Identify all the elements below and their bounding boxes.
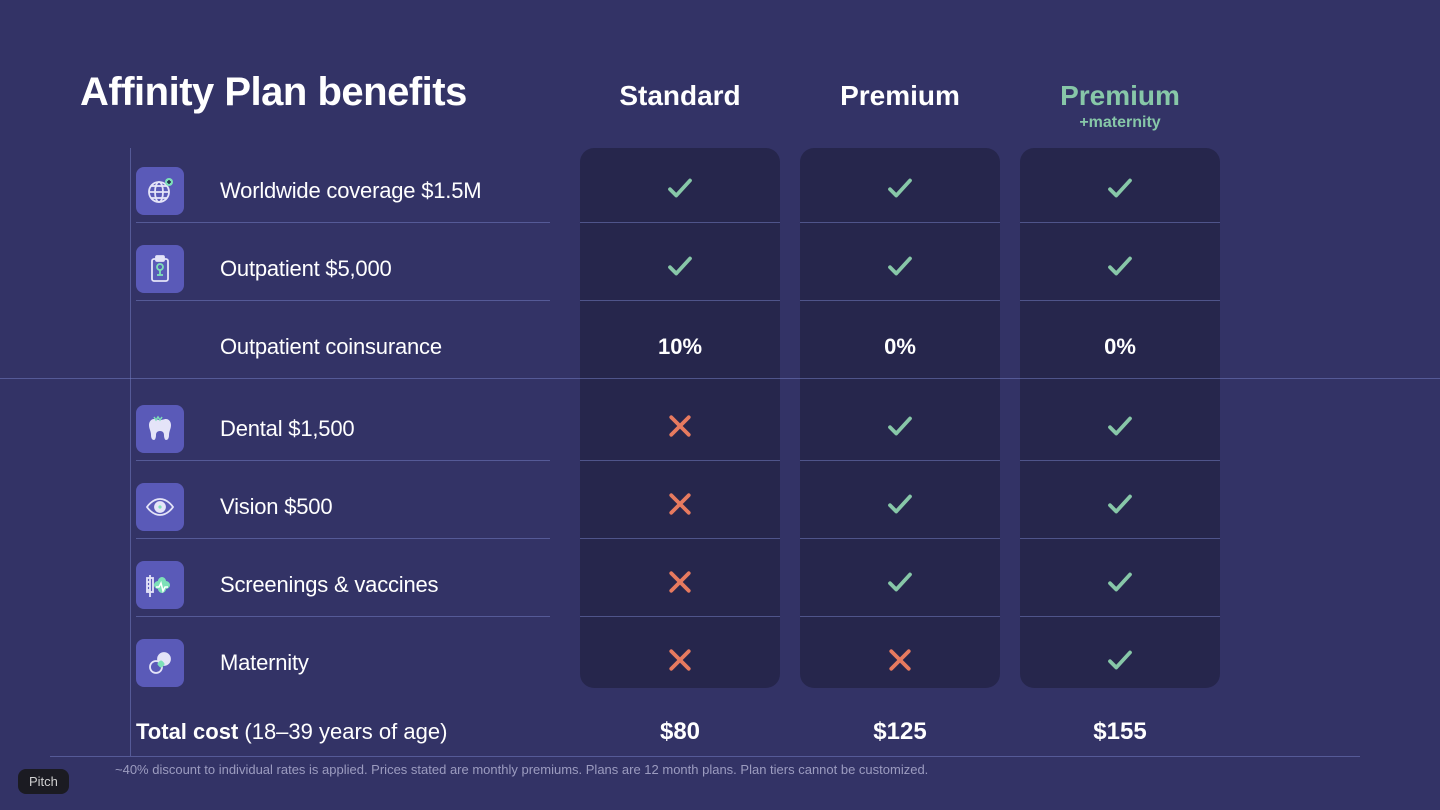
- check-icon: [800, 411, 1000, 447]
- cross-icon: [580, 489, 780, 525]
- cell-divider: [1020, 460, 1220, 461]
- slide: Affinity Plan benefits StandardPremiumPr…: [0, 0, 1440, 810]
- cell-divider: [580, 222, 780, 223]
- cell-divider: [580, 538, 780, 539]
- benefit-label: Maternity: [220, 650, 309, 676]
- total-cell: $155: [1020, 718, 1220, 746]
- cross-icon: [580, 645, 780, 681]
- cell-divider: [1020, 538, 1220, 539]
- row-divider: [136, 222, 550, 223]
- row-divider: [136, 616, 550, 617]
- check-icon: [580, 251, 780, 287]
- benefit-cell: 10%: [580, 334, 780, 360]
- check-icon: [800, 251, 1000, 287]
- benefit-label: Outpatient coinsurance: [220, 334, 442, 360]
- cell-divider: [1020, 222, 1220, 223]
- cell-divider: [800, 222, 1000, 223]
- cell-divider: [580, 300, 780, 301]
- cell-divider: [800, 300, 1000, 301]
- benefit-row: Worldwide coverage $1.5M: [80, 152, 1360, 230]
- cell-divider: [800, 616, 1000, 617]
- cross-icon: [580, 411, 780, 447]
- benefit-row: Dental $1,500: [80, 390, 1360, 468]
- cross-icon: [580, 567, 780, 603]
- plan-subtitle: +maternity: [1020, 114, 1220, 132]
- tooth-icon: [136, 405, 184, 453]
- globe-icon: [136, 167, 184, 215]
- benefit-row: Screenings & vaccines: [80, 546, 1360, 624]
- total-row: Total cost (18–39 years of age) $80 $125 $1…: [80, 702, 1360, 762]
- check-icon: [800, 489, 1000, 525]
- cell-divider: [800, 460, 1000, 461]
- row-divider: [136, 538, 550, 539]
- clipboard-icon: [136, 245, 184, 293]
- cell-divider: [580, 460, 780, 461]
- cell-divider: [580, 616, 780, 617]
- total-cell: $80: [580, 718, 780, 746]
- plan-name: Standard: [619, 80, 740, 111]
- benefit-label: Worldwide coverage $1.5M: [220, 178, 481, 204]
- check-icon: [1020, 173, 1220, 209]
- plan-header: Standard: [580, 80, 780, 112]
- row-divider: [136, 460, 550, 461]
- benefit-cell: 0%: [800, 334, 1000, 360]
- check-icon: [800, 567, 1000, 603]
- benefit-label: Dental $1,500: [220, 416, 354, 442]
- plan-header: Premium +maternity: [1020, 80, 1220, 132]
- check-icon: [580, 173, 780, 209]
- check-icon: [1020, 411, 1220, 447]
- benefit-label: Screenings & vaccines: [220, 572, 438, 598]
- total-label: Total cost (18–39 years of age): [136, 719, 447, 745]
- cell-divider: [1020, 300, 1220, 301]
- cell-divider: [800, 538, 1000, 539]
- check-icon: [1020, 567, 1220, 603]
- check-icon: [1020, 489, 1220, 525]
- check-icon: [1020, 645, 1220, 681]
- cell-divider: [1020, 616, 1220, 617]
- benefit-row: Outpatient $5,000: [80, 230, 1360, 308]
- benefit-label: Outpatient $5,000: [220, 256, 392, 282]
- eye-icon: [136, 483, 184, 531]
- pacifier-icon: [136, 639, 184, 687]
- check-icon: [800, 173, 1000, 209]
- benefit-row: Outpatient coinsurance 10% 0% 0%: [80, 308, 1360, 386]
- benefit-row: Maternity: [80, 624, 1360, 702]
- pitch-badge: Pitch: [18, 769, 69, 794]
- bottom-divider: [50, 756, 1360, 757]
- benefit-label: Vision $500: [220, 494, 332, 520]
- section-divider: [0, 378, 1440, 379]
- total-cell: $125: [800, 718, 1000, 746]
- plan-header: Premium: [800, 80, 1000, 112]
- syringe-icon: [136, 561, 184, 609]
- plan-name: Premium: [840, 80, 960, 111]
- check-icon: [1020, 251, 1220, 287]
- benefit-cell: 0%: [1020, 334, 1220, 360]
- benefit-row: Vision $500: [80, 468, 1360, 546]
- plan-name: Premium: [1060, 80, 1180, 111]
- footnote: ~40% discount to individual rates is app…: [115, 762, 928, 777]
- row-divider: [136, 300, 550, 301]
- cross-icon: [800, 645, 1000, 681]
